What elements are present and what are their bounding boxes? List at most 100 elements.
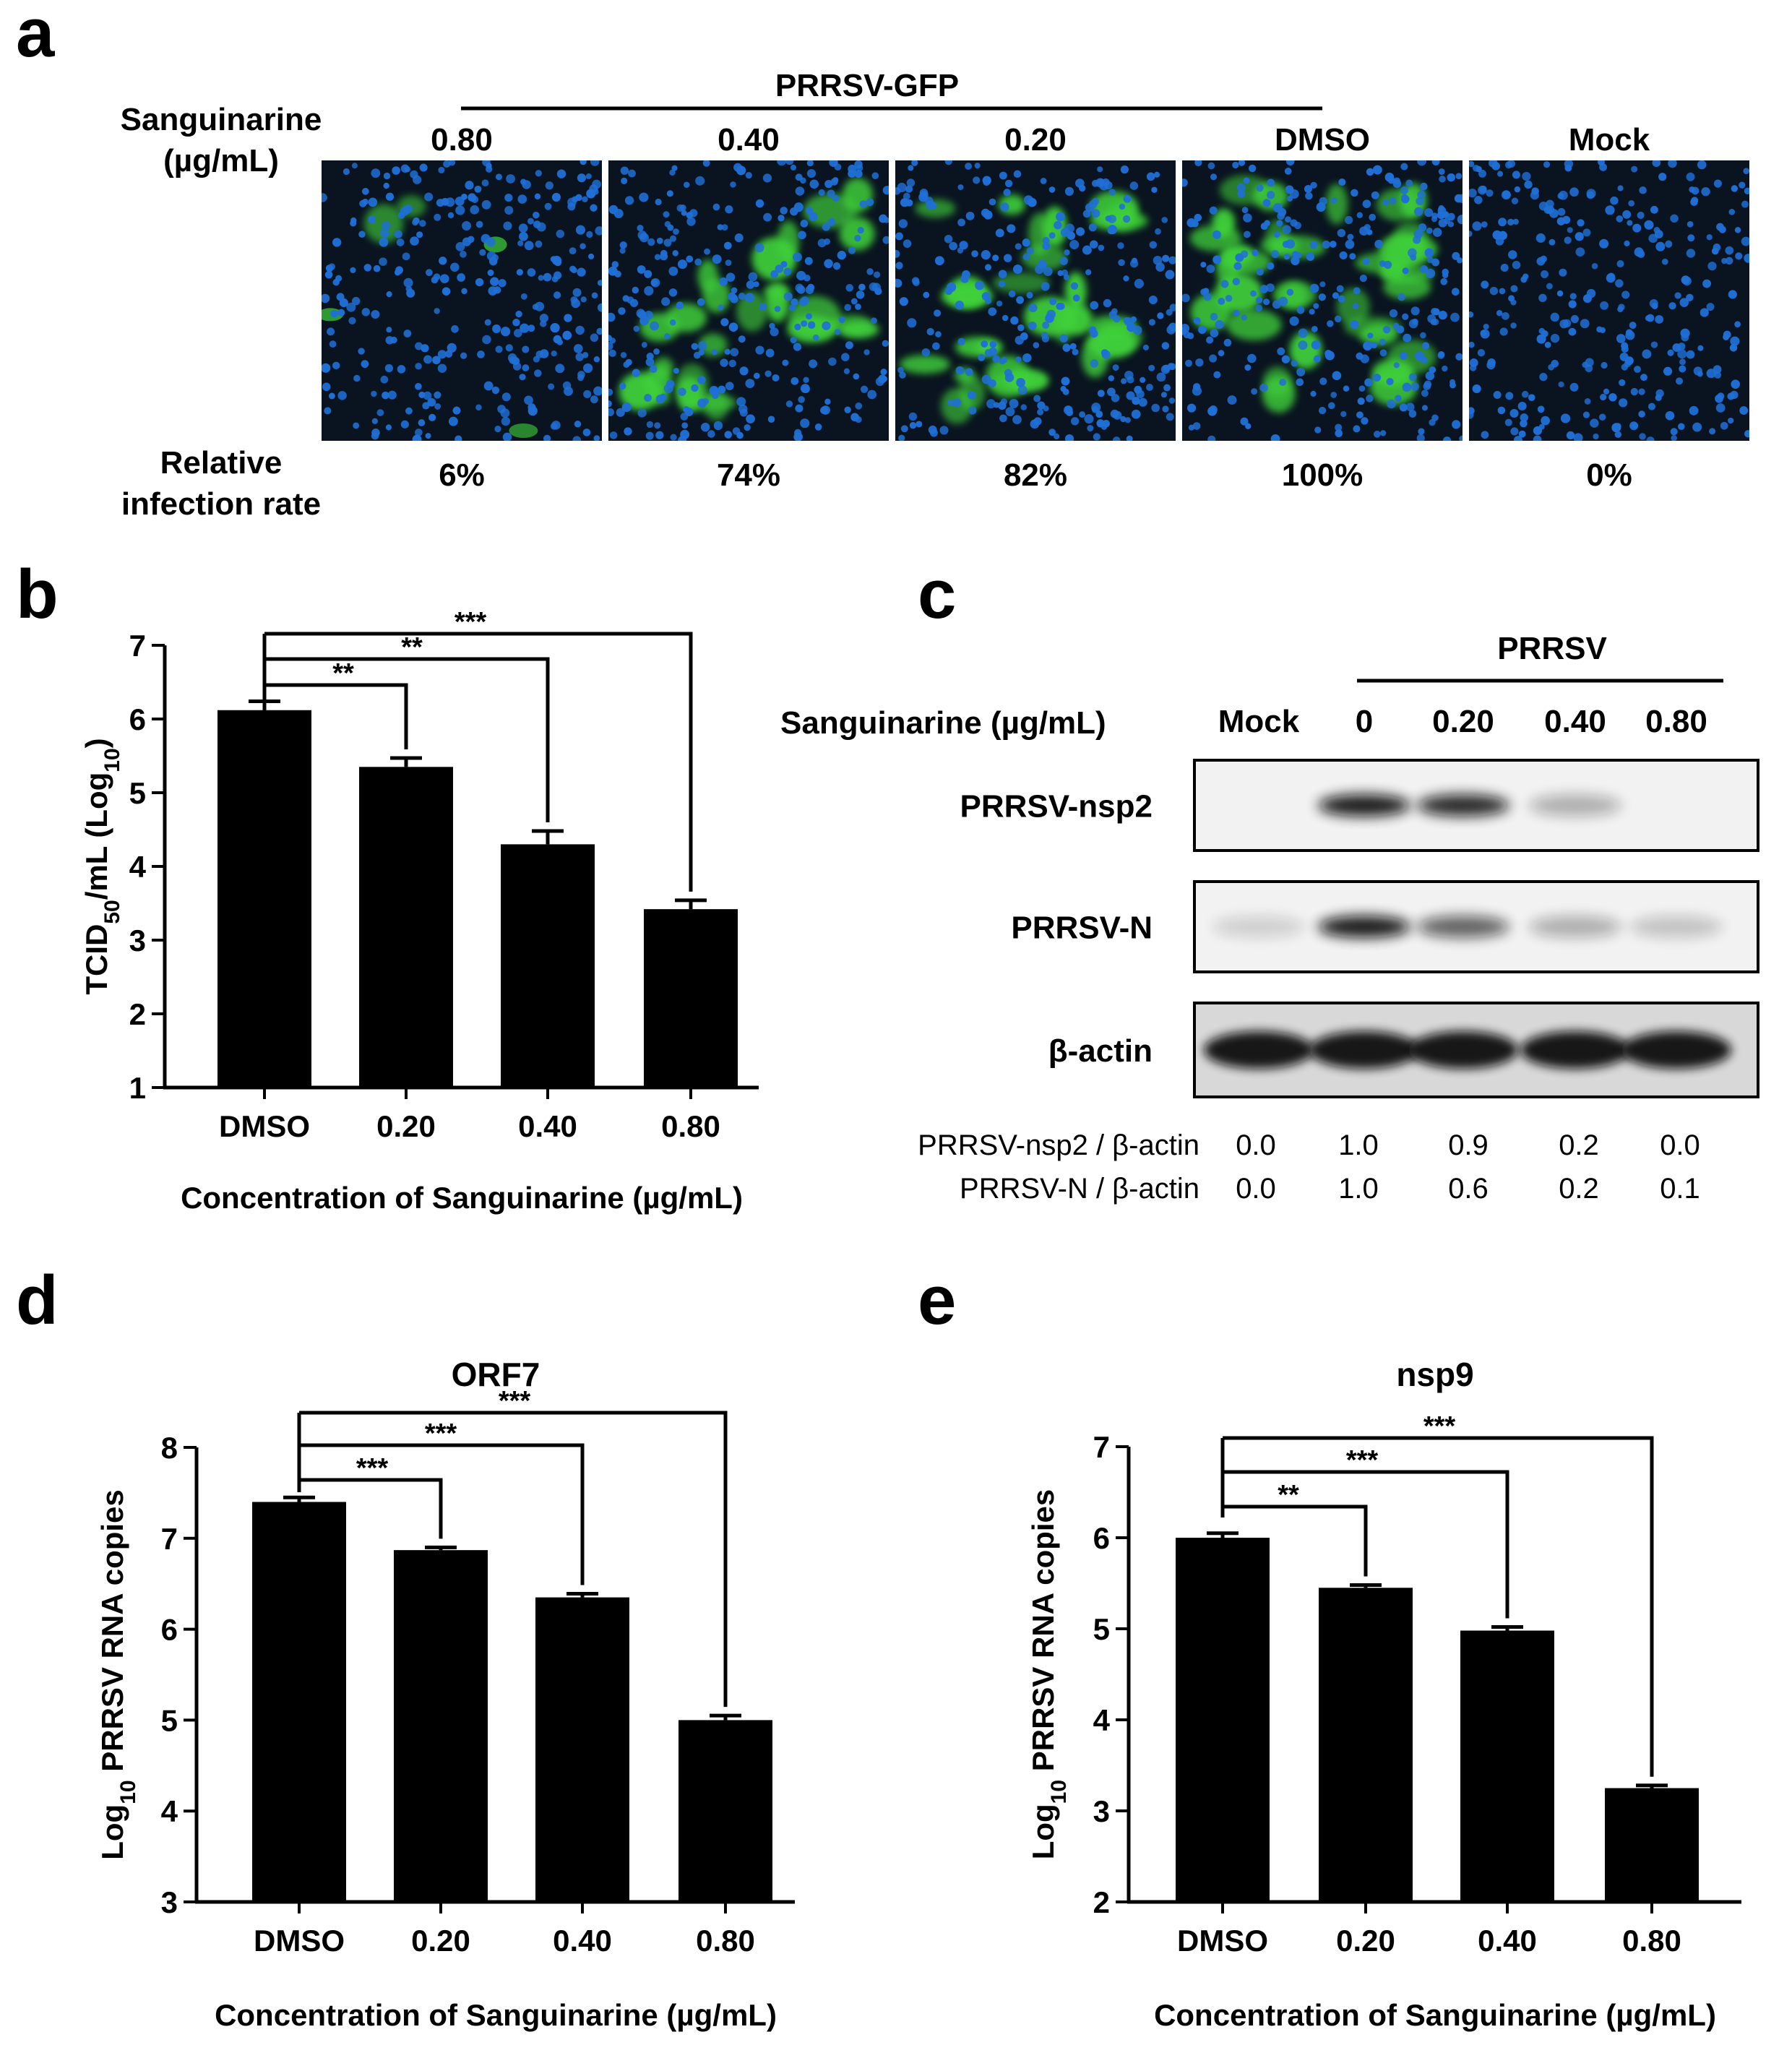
nucleus — [1112, 364, 1119, 371]
nucleus — [725, 205, 733, 214]
nucleus — [795, 186, 805, 196]
nucleus — [1259, 383, 1268, 392]
nucleus — [1510, 322, 1517, 329]
nucleus — [1413, 236, 1421, 244]
nucleus — [1509, 408, 1519, 418]
nucleus — [1442, 211, 1449, 219]
nucleus — [1600, 301, 1609, 310]
nucleus — [353, 422, 360, 429]
y-axis-label: Log10 PRRSV RNA copies — [1026, 1489, 1071, 1860]
nucleus — [1447, 173, 1455, 182]
nucleus — [1640, 374, 1647, 382]
nucleus — [1551, 359, 1559, 368]
blot-band — [1630, 916, 1723, 938]
nucleus — [434, 402, 441, 410]
nucleus — [1689, 186, 1695, 193]
nucleus — [1298, 328, 1308, 338]
nucleus — [577, 173, 587, 183]
nucleus — [908, 165, 914, 171]
nucleus — [895, 232, 903, 241]
nucleus — [1481, 280, 1489, 289]
nucleus — [1655, 315, 1664, 324]
nucleus — [724, 431, 733, 439]
nucleus — [1424, 208, 1434, 218]
nucleus — [764, 370, 772, 377]
nucleus — [1402, 382, 1412, 392]
nucleus — [351, 163, 358, 169]
y-tick-label: 4 — [161, 1794, 178, 1828]
nucleus — [947, 399, 955, 407]
nucleus — [926, 327, 934, 336]
infection-rate: 100% — [1282, 457, 1364, 493]
nucleus — [1000, 202, 1009, 212]
nucleus — [790, 336, 797, 344]
nucleus — [336, 293, 345, 301]
nucleus — [363, 264, 372, 272]
nucleus — [1318, 406, 1327, 415]
nucleus — [653, 348, 660, 355]
nucleus — [495, 173, 502, 181]
nucleus — [1560, 413, 1571, 423]
blot-label: PRRSV-N — [1011, 910, 1153, 946]
nucleus — [1070, 417, 1080, 426]
nucleus — [1284, 168, 1292, 175]
nucleus — [659, 393, 667, 401]
y-axis-label-part: Log — [1026, 1804, 1060, 1859]
nucleus — [1582, 294, 1592, 303]
nucleus — [593, 386, 602, 396]
nucleus — [350, 267, 356, 274]
nucleus — [697, 298, 705, 306]
nucleus — [506, 174, 515, 184]
nucleus — [618, 307, 626, 315]
significance-stars: *** — [1423, 1411, 1456, 1442]
nucleus — [1087, 424, 1094, 432]
x-tick-label: 0.20 — [1336, 1924, 1395, 1958]
nucleus — [1402, 267, 1409, 275]
nucleus — [732, 427, 741, 435]
nucleus — [447, 343, 457, 353]
nucleus — [402, 252, 410, 261]
nucleus — [422, 402, 430, 410]
nucleus — [803, 376, 809, 383]
bar — [535, 1597, 629, 1902]
nucleus — [405, 285, 413, 293]
nucleus — [1678, 423, 1685, 431]
infection-rate: 74% — [717, 457, 780, 493]
nucleus — [475, 277, 484, 287]
blot-band — [1309, 1031, 1419, 1069]
nucleus — [748, 272, 758, 282]
nucleus — [1241, 207, 1249, 214]
nucleus — [1054, 433, 1060, 440]
nucleus — [719, 277, 728, 286]
nucleus — [1512, 260, 1521, 270]
nucleus — [383, 172, 391, 180]
nucleus — [1582, 411, 1590, 418]
nucleus — [1362, 257, 1370, 265]
nucleus — [608, 266, 618, 276]
nucleus — [1310, 390, 1317, 397]
panel-d-letter: d — [16, 1262, 59, 1339]
nucleus — [1665, 410, 1675, 421]
nucleus — [343, 168, 350, 176]
quant-value: 1.0 — [1338, 1129, 1379, 1161]
nucleus — [1611, 423, 1621, 433]
nucleus — [1243, 177, 1250, 184]
nucleus — [1649, 299, 1658, 309]
nucleus — [1616, 334, 1626, 343]
nucleus — [841, 353, 850, 361]
nucleus — [410, 170, 418, 179]
nucleus — [1416, 197, 1424, 206]
y-axis-label-part: Log — [95, 1804, 129, 1860]
nucleus — [1432, 308, 1440, 316]
nucleus — [1670, 428, 1678, 436]
nucleus — [593, 435, 600, 441]
nucleus — [1522, 171, 1531, 181]
nucleus — [447, 212, 455, 219]
nucleus — [898, 434, 905, 441]
nucleus — [403, 277, 413, 288]
nucleus — [562, 330, 572, 340]
nucleus — [1004, 373, 1015, 382]
quant-value: 0.6 — [1448, 1173, 1489, 1205]
panel-a-rate-label-2: infection rate — [121, 486, 321, 522]
nucleus — [1003, 189, 1011, 197]
